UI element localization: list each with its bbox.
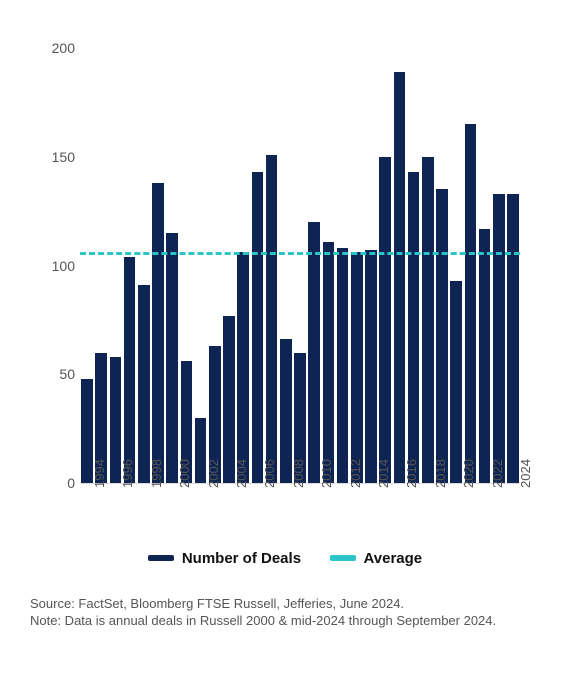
bar [507,194,519,483]
bar [252,172,264,483]
x-tick-label: 2000 [177,459,192,488]
bar [450,281,462,483]
x-tick-label: 2018 [433,459,448,488]
x-tick-label: 2016 [404,459,419,488]
x-tick-label: 2014 [376,459,391,488]
bar [138,285,150,483]
bar [152,183,164,483]
x-tick-label: 2004 [234,459,249,488]
bar [223,316,235,483]
y-tick-label: 100 [25,258,75,274]
bar [195,418,207,483]
bar [124,257,136,483]
x-tick-label: 2010 [319,459,334,488]
legend: Number of Deals Average [0,548,570,567]
x-tick-label: 2008 [291,459,306,488]
legend-swatch-series [148,555,174,561]
y-tick-label: 50 [25,366,75,382]
chart-page: { "chart": { "type": "bar", "ylabel": "N… [0,0,570,680]
legend-item-series: Number of Deals [148,550,301,567]
x-tick-label: 1996 [120,459,135,488]
bar [266,155,278,483]
footer-source: Source: FactSet, Bloomberg FTSE Russell,… [30,596,540,613]
bar [365,250,377,483]
y-tick-label: 150 [25,149,75,165]
bar [308,222,320,483]
legend-label-series: Number of Deals [182,550,301,567]
footer-note: Note: Data is annual deals in Russell 20… [30,613,540,630]
bar [166,233,178,483]
bar [323,242,335,483]
bar [408,172,420,483]
x-tick-label: 2024 [518,459,533,488]
bar [379,157,391,483]
chart-area: Number of Deals 050100150200 19941996199… [60,28,530,483]
bar [280,339,292,483]
y-tick-label: 0 [25,475,75,491]
average-line [80,252,520,255]
legend-swatch-average [330,555,356,561]
y-axis-label-wrap: Number of Deals [50,28,70,483]
bar [422,157,434,483]
bar [394,72,406,483]
footer: Source: FactSet, Bloomberg FTSE Russell,… [30,596,540,630]
legend-label-average: Average [364,550,423,567]
x-tick-label: 1994 [92,459,107,488]
bar [237,252,249,483]
bar [493,194,505,483]
legend-item-average: Average [330,550,423,567]
bar [436,189,448,483]
x-tick-label: 1998 [149,459,164,488]
bars-layer [80,48,520,483]
x-tick-label: 2022 [490,459,505,488]
x-tick-label: 2012 [348,459,363,488]
bar [337,248,349,483]
bar [351,252,363,483]
bar [479,229,491,483]
x-tick-label: 2020 [461,459,476,488]
x-tick-label: 2002 [206,459,221,488]
bar [465,124,477,483]
y-tick-label: 200 [25,40,75,56]
x-tick-label: 2006 [262,459,277,488]
